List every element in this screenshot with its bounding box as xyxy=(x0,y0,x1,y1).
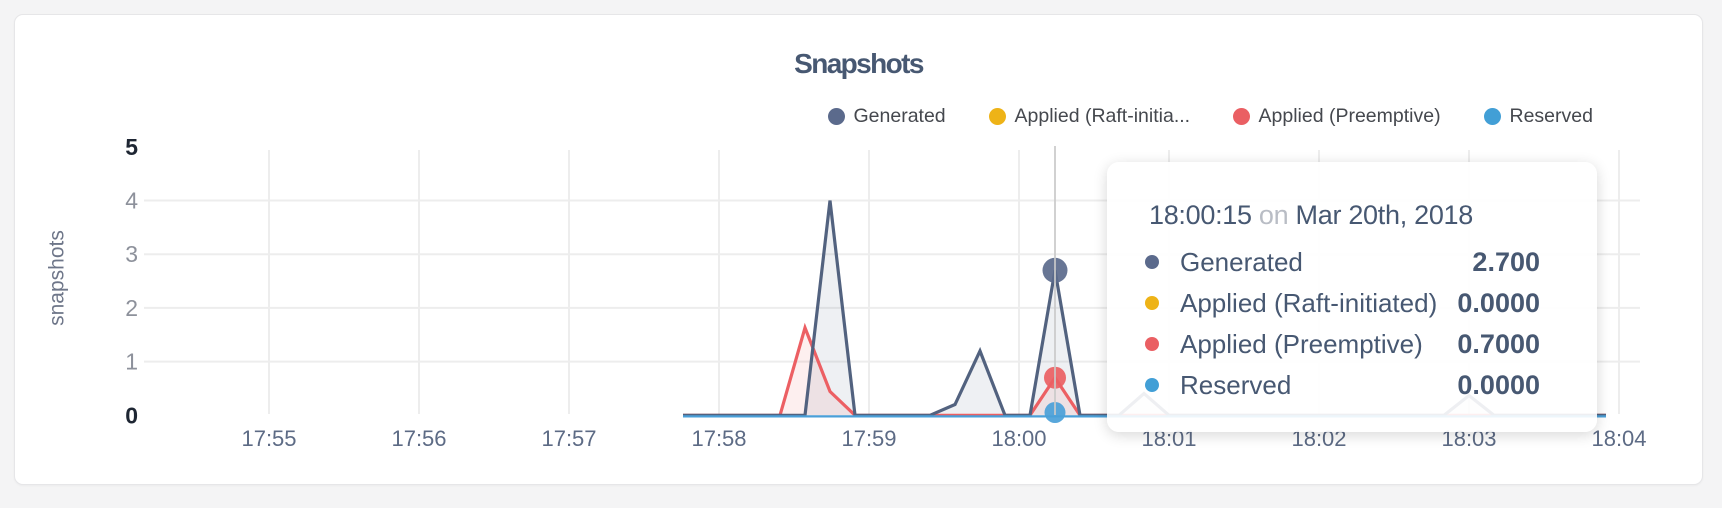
svg-text:5: 5 xyxy=(125,134,138,160)
svg-text:3: 3 xyxy=(125,241,138,267)
svg-text:2: 2 xyxy=(125,295,138,321)
svg-text:0: 0 xyxy=(125,402,138,428)
svg-text:17:58: 17:58 xyxy=(691,426,746,451)
svg-text:17:55: 17:55 xyxy=(241,426,296,451)
svg-text:17:59: 17:59 xyxy=(841,426,896,451)
svg-text:4: 4 xyxy=(125,188,138,214)
svg-text:snapshots: snapshots xyxy=(46,230,69,326)
svg-text:17:57: 17:57 xyxy=(541,426,596,451)
svg-text:17:56: 17:56 xyxy=(391,426,446,451)
svg-text:18:04: 18:04 xyxy=(1591,426,1646,451)
svg-text:1: 1 xyxy=(125,349,138,375)
svg-text:18:00: 18:00 xyxy=(991,426,1046,451)
